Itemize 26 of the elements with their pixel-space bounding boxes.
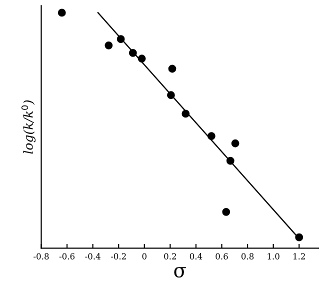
x-tick-label: 0.2 (164, 253, 176, 260)
x-tick-label: 0.4 (190, 253, 202, 260)
x-tick-label: -0.6 (59, 253, 75, 260)
x-tick-label: 1.2 (294, 253, 305, 260)
x-tick-label: 0.6 (216, 253, 228, 260)
point (128, 49, 137, 57)
point (104, 41, 113, 50)
point (226, 156, 234, 165)
point (167, 91, 175, 100)
point (58, 8, 66, 17)
x-axis-title: σ (174, 267, 186, 278)
x-tick-label: 1.0 (268, 253, 280, 260)
y-axis-title: log(k/k$^{0}$) (21, 100, 36, 154)
x-tick-label: 0.8 (241, 253, 254, 260)
x-tick-label: -0.8 (34, 253, 49, 260)
point (116, 35, 125, 44)
point (222, 208, 230, 216)
point (295, 233, 304, 242)
x-tick-label: -0.4 (85, 253, 100, 260)
x-tick-label: 0 (142, 253, 146, 260)
point (231, 139, 240, 148)
x-tick-label: -0.2 (110, 253, 126, 260)
point (207, 132, 216, 140)
point (182, 110, 190, 118)
point (138, 54, 146, 63)
point (168, 64, 176, 73)
